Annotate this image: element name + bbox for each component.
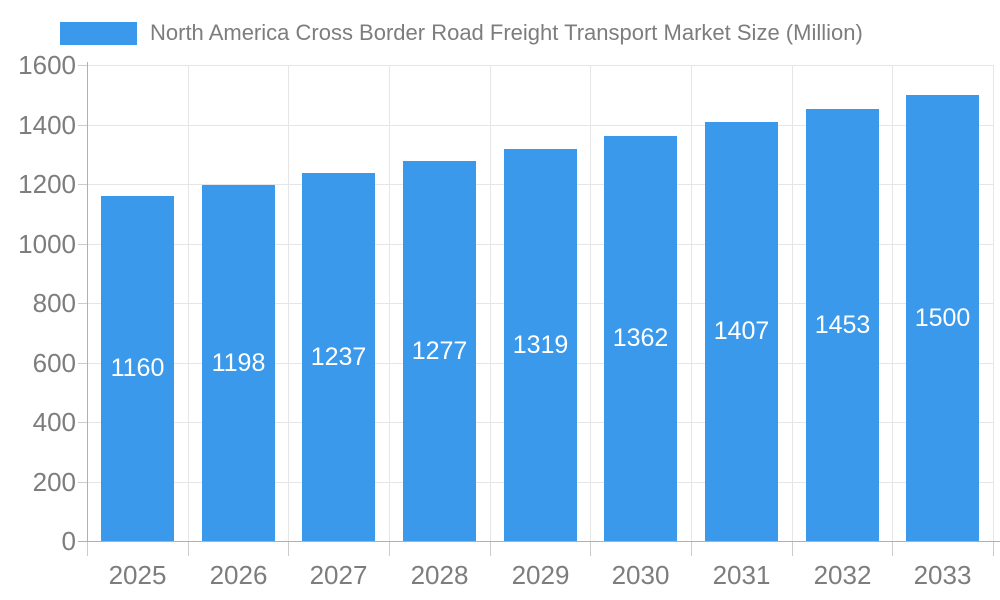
gridline-vertical [892, 65, 893, 541]
y-axis-label: 800 [32, 288, 76, 318]
bar[interactable]: 1407 [705, 122, 778, 541]
bar-value-label: 1319 [512, 330, 569, 359]
gridline-vertical [288, 65, 289, 541]
x-axis-line [78, 541, 1000, 542]
x-axis-tick [892, 541, 893, 556]
bar[interactable]: 1160 [101, 196, 174, 541]
bar-value-label: 1198 [211, 348, 266, 377]
y-axis-label: 400 [32, 407, 76, 437]
bar[interactable]: 1277 [403, 161, 476, 541]
y-axis-tick [78, 244, 87, 245]
bar-value-label: 1362 [612, 324, 669, 352]
gridline-vertical [389, 65, 390, 541]
x-axis-label: 2030 [611, 560, 670, 590]
gridline-vertical [490, 65, 491, 541]
y-axis-line [87, 62, 88, 541]
x-axis-tick [288, 541, 289, 556]
y-axis-tick [78, 482, 87, 483]
x-axis-tick [188, 541, 189, 556]
y-axis-label: 600 [32, 348, 76, 378]
bar[interactable]: 1362 [604, 136, 677, 541]
x-axis-tick [691, 541, 692, 556]
x-axis-label: 2025 [108, 560, 167, 590]
x-axis-tick [993, 541, 994, 556]
bar[interactable]: 1319 [504, 149, 577, 541]
x-axis-label: 2027 [309, 560, 368, 590]
bar[interactable]: 1198 [202, 185, 275, 541]
legend-swatch [60, 21, 137, 45]
bar-value-label: 1453 [814, 310, 871, 339]
x-axis-label: 2028 [410, 560, 469, 590]
legend-label: North America Cross Border Road Freight … [150, 20, 863, 45]
x-axis-label: 2032 [813, 560, 872, 590]
gridline-vertical [691, 65, 692, 541]
x-axis-tick [87, 541, 88, 556]
x-axis-tick [792, 541, 793, 556]
bar-value-label: 1160 [110, 354, 165, 382]
bar-value-label: 1237 [310, 342, 367, 371]
y-axis-tick [78, 422, 87, 423]
bar-value-label: 1500 [914, 303, 971, 332]
x-axis-tick [389, 541, 390, 556]
y-axis-tick [78, 125, 87, 126]
bar-value-label: 1407 [713, 317, 770, 345]
x-axis-tick [590, 541, 591, 556]
y-axis-tick [78, 184, 87, 185]
y-axis-label: 1000 [18, 229, 76, 259]
gridline-vertical [590, 65, 591, 541]
bar-value-label: 1277 [411, 336, 468, 365]
bar[interactable]: 1453 [806, 109, 879, 541]
x-axis-label: 2031 [712, 560, 771, 590]
x-axis-label: 2033 [913, 560, 972, 590]
gridline-vertical [993, 65, 994, 541]
x-axis-tick [490, 541, 491, 556]
gridline-horizontal [87, 65, 993, 66]
y-axis-label: 200 [32, 467, 76, 497]
gridline-vertical [188, 65, 189, 541]
y-axis-tick [78, 65, 87, 66]
y-axis-label: 1200 [18, 169, 76, 199]
legend-item[interactable]: North America Cross Border Road Freight … [60, 20, 863, 46]
y-axis-label: 1400 [18, 110, 76, 140]
y-axis-tick [78, 363, 87, 364]
bar[interactable]: 1500 [906, 95, 979, 541]
y-axis-tick [78, 303, 87, 304]
x-axis-label: 2029 [511, 560, 570, 590]
y-axis-label: 0 [61, 526, 76, 556]
gridline-horizontal [87, 125, 993, 126]
y-axis-label: 1600 [18, 50, 76, 80]
bar[interactable]: 1237 [302, 173, 375, 541]
x-axis-label: 2026 [209, 560, 268, 590]
gridline-vertical [792, 65, 793, 541]
